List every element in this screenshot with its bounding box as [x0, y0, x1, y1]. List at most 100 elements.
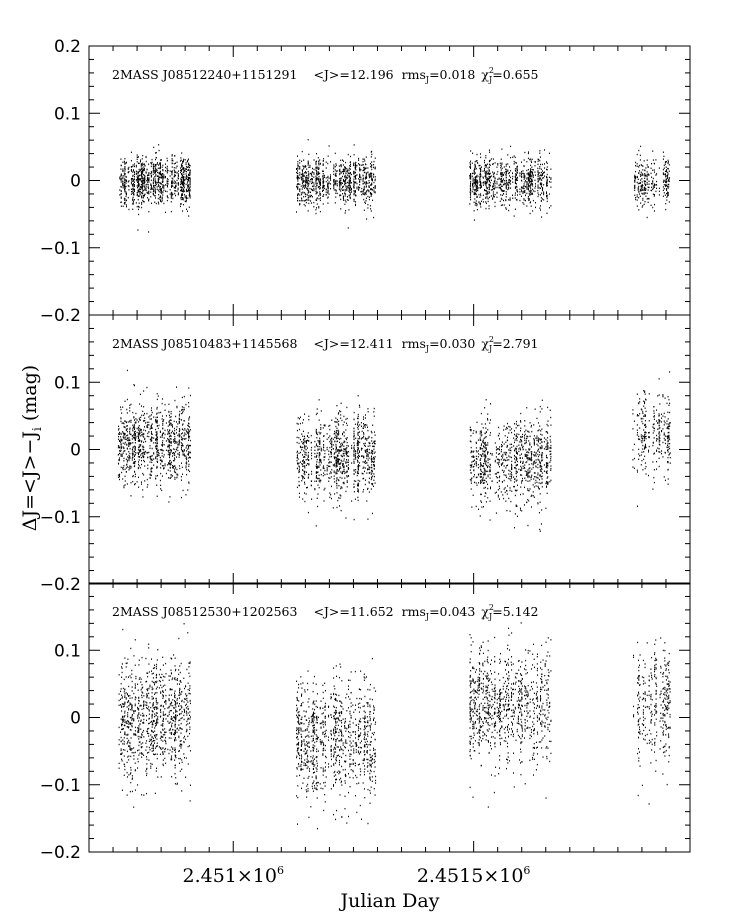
data-point: [143, 168, 145, 170]
data-point: [485, 186, 487, 188]
data-point: [503, 190, 505, 192]
data-point: [508, 209, 510, 212]
data-point: [322, 179, 324, 181]
data-point: [330, 453, 332, 455]
data-point: [132, 192, 134, 194]
data-point: [520, 195, 522, 197]
data-point: [188, 457, 190, 459]
data-point: [305, 459, 307, 461]
data-point: [342, 432, 344, 435]
data-point: [337, 499, 339, 502]
data-point: [142, 192, 144, 194]
data-point: [316, 166, 318, 168]
data-point: [501, 173, 503, 175]
data-point: [186, 445, 188, 447]
data-point: [119, 433, 121, 435]
data-point: [120, 455, 122, 457]
data-point: [319, 437, 321, 440]
data-point: [517, 169, 519, 171]
data-point: [527, 177, 529, 179]
data-point: [541, 189, 543, 191]
data-point: [476, 196, 478, 198]
data-point: [122, 478, 124, 480]
data-point: [188, 191, 190, 193]
data-point: [636, 205, 638, 207]
data-point: [307, 189, 309, 191]
data-point: [173, 459, 175, 462]
data-point: [156, 188, 158, 191]
data-point: [550, 178, 552, 180]
data-point: [330, 177, 332, 179]
data-point: [339, 189, 341, 191]
data-point: [363, 198, 365, 201]
data-point: [130, 421, 132, 423]
data-point: [329, 472, 331, 475]
data-point: [367, 203, 369, 206]
data-point: [151, 471, 153, 473]
data-point: [668, 170, 670, 172]
data-point: [342, 193, 344, 195]
data-point: [492, 197, 494, 199]
data-point: [179, 434, 181, 437]
data-point: [308, 172, 310, 175]
data-point: [122, 161, 124, 164]
data-point: [138, 439, 140, 442]
data-point: [527, 172, 529, 174]
data-point: [145, 186, 147, 188]
data-point: [473, 173, 475, 175]
data-point: [505, 165, 507, 167]
data-point: [667, 195, 669, 197]
chi-value: =0.655: [492, 67, 538, 82]
data-point: [494, 177, 496, 179]
data-point: [151, 188, 153, 191]
data-point: [128, 180, 130, 182]
data-point: [162, 180, 164, 182]
data-point: [528, 198, 530, 200]
data-point: [141, 177, 143, 179]
data-point: [665, 170, 667, 172]
data-point: [124, 432, 126, 435]
data-point: [359, 167, 361, 169]
data-point: [186, 450, 188, 452]
data-point: [129, 439, 131, 442]
data-point: [185, 494, 187, 496]
data-point: [338, 169, 340, 172]
data-point: [138, 486, 140, 488]
data-point: [367, 182, 369, 185]
data-point: [371, 483, 373, 485]
data-point: [479, 164, 481, 167]
data-point: [330, 451, 332, 454]
data-point: [349, 168, 351, 170]
data-point: [169, 424, 171, 426]
data-point: [140, 165, 142, 167]
data-point: [129, 457, 131, 459]
data-point: [134, 432, 136, 434]
data-point: [493, 175, 495, 177]
data-point: [180, 448, 182, 451]
data-point: [154, 171, 156, 174]
data-point: [313, 189, 315, 191]
data-point: [365, 185, 367, 187]
data-point: [338, 412, 340, 414]
data-point: [155, 181, 157, 183]
data-point: [171, 475, 173, 477]
data-point: [155, 184, 157, 187]
data-point: [178, 444, 180, 446]
data-point: [138, 170, 140, 173]
data-point: [163, 202, 165, 205]
data-point: [121, 422, 123, 424]
data-point: [186, 166, 188, 168]
data-point: [358, 451, 360, 453]
data-point: [141, 431, 143, 433]
data-point: [316, 167, 318, 169]
data-point: [169, 462, 171, 464]
data-point: [301, 198, 303, 200]
data-point: [474, 193, 476, 196]
data-point: [505, 182, 507, 184]
data-point: [537, 171, 539, 173]
data-point: [345, 452, 347, 455]
data-point: [496, 183, 498, 185]
data-point: [482, 170, 484, 172]
data-point: [189, 186, 191, 189]
data-point: [314, 446, 316, 448]
